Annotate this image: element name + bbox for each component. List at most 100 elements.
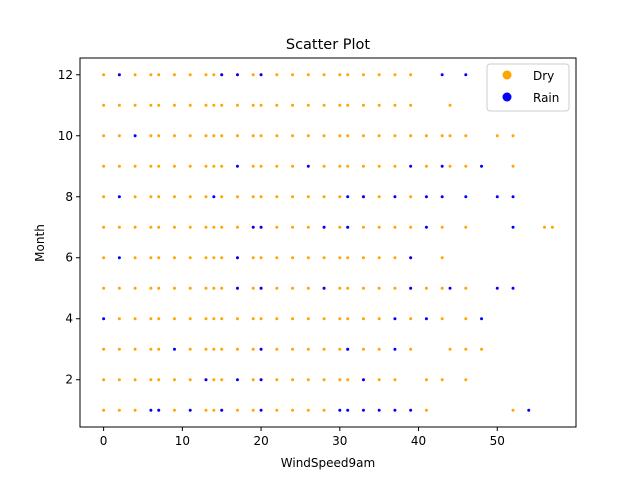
point-rain (511, 225, 515, 229)
point-dry (117, 225, 121, 229)
point-dry (291, 378, 295, 382)
point-dry (212, 317, 216, 321)
point-dry (424, 286, 428, 290)
point-dry (157, 103, 161, 107)
point-dry (102, 225, 106, 229)
point-dry (149, 134, 153, 138)
point-dry (149, 286, 153, 290)
point-rain (393, 195, 397, 199)
point-rain (393, 347, 397, 351)
point-rain (424, 317, 428, 321)
point-dry (338, 347, 342, 351)
plot-area (80, 58, 576, 427)
point-dry (306, 73, 310, 77)
point-dry (220, 286, 224, 290)
point-dry (117, 317, 121, 321)
point-dry (149, 73, 153, 77)
point-dry (149, 347, 153, 351)
point-dry (117, 103, 121, 107)
point-dry (204, 317, 208, 321)
point-dry (212, 347, 216, 351)
point-dry (464, 317, 468, 321)
point-dry (409, 134, 413, 138)
point-dry (172, 317, 176, 321)
point-rain (495, 195, 499, 199)
point-dry (235, 408, 239, 412)
point-dry (259, 256, 263, 260)
point-dry (361, 103, 365, 107)
point-rain (338, 408, 342, 412)
point-dry (338, 195, 342, 199)
point-dry (448, 103, 452, 107)
point-dry (322, 103, 326, 107)
point-dry (464, 347, 468, 351)
point-dry (377, 317, 381, 321)
point-dry (322, 347, 326, 351)
point-dry (149, 378, 153, 382)
point-rain (377, 408, 381, 412)
point-dry (306, 408, 310, 412)
point-dry (361, 134, 365, 138)
point-dry (361, 317, 365, 321)
point-dry (102, 347, 106, 351)
point-dry (157, 286, 161, 290)
y-axis-label: Month (33, 224, 47, 262)
point-dry (235, 225, 239, 229)
point-dry (204, 134, 208, 138)
point-dry (172, 378, 176, 382)
point-rain (251, 225, 255, 229)
point-dry (440, 225, 444, 229)
point-dry (275, 164, 279, 168)
legend-label-rain: Rain (533, 91, 559, 105)
point-dry (157, 134, 161, 138)
point-dry (322, 164, 326, 168)
point-dry (275, 286, 279, 290)
point-dry (393, 103, 397, 107)
point-dry (204, 286, 208, 290)
point-rain (235, 73, 239, 77)
point-dry (306, 347, 310, 351)
point-dry (322, 195, 326, 199)
point-dry (220, 256, 224, 260)
point-dry (377, 225, 381, 229)
point-rain (440, 73, 444, 77)
point-dry (133, 286, 137, 290)
point-dry (291, 195, 295, 199)
point-dry (322, 256, 326, 260)
point-dry (188, 195, 192, 199)
point-dry (338, 134, 342, 138)
point-rain (464, 195, 468, 199)
point-dry (259, 134, 263, 138)
point-rain (527, 408, 531, 412)
point-dry (338, 164, 342, 168)
point-dry (212, 103, 216, 107)
point-rain (440, 164, 444, 168)
point-rain (361, 195, 365, 199)
point-dry (440, 256, 444, 260)
point-dry (172, 134, 176, 138)
point-dry (212, 73, 216, 77)
point-dry (291, 256, 295, 260)
point-dry (149, 256, 153, 260)
point-dry (464, 378, 468, 382)
point-dry (393, 256, 397, 260)
point-rain (220, 408, 224, 412)
point-dry (424, 408, 428, 412)
point-dry (204, 73, 208, 77)
point-dry (322, 408, 326, 412)
point-dry (212, 225, 216, 229)
point-dry (235, 317, 239, 321)
point-dry (346, 164, 350, 168)
point-dry (275, 103, 279, 107)
point-rain (259, 225, 263, 229)
point-dry (149, 225, 153, 229)
point-dry (102, 134, 106, 138)
point-dry (157, 347, 161, 351)
point-rain (480, 317, 484, 321)
point-dry (157, 378, 161, 382)
point-rain (157, 408, 161, 412)
point-dry (495, 134, 499, 138)
point-dry (448, 347, 452, 351)
point-dry (322, 73, 326, 77)
point-dry (251, 408, 255, 412)
